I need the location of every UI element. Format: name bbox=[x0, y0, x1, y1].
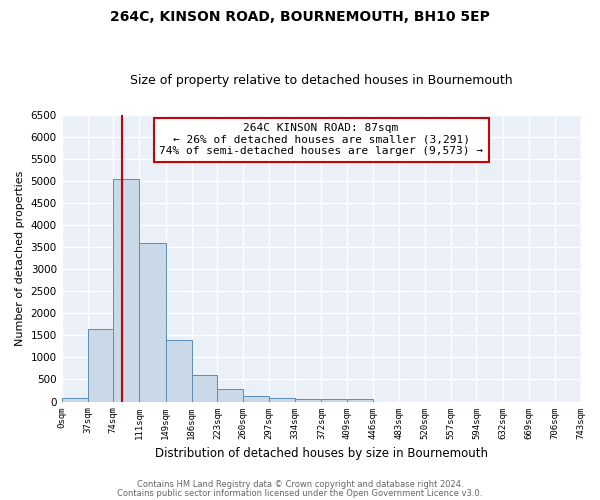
Bar bbox=[113, 178, 139, 402]
Bar bbox=[191, 375, 217, 402]
Bar bbox=[62, 398, 88, 402]
Bar bbox=[166, 340, 191, 402]
Bar bbox=[217, 389, 243, 402]
Y-axis label: Number of detached properties: Number of detached properties bbox=[15, 170, 25, 346]
Bar bbox=[295, 400, 322, 402]
Bar bbox=[347, 400, 373, 402]
Bar bbox=[139, 242, 166, 402]
Title: Size of property relative to detached houses in Bournemouth: Size of property relative to detached ho… bbox=[130, 74, 512, 87]
Text: 264C, KINSON ROAD, BOURNEMOUTH, BH10 5EP: 264C, KINSON ROAD, BOURNEMOUTH, BH10 5EP bbox=[110, 10, 490, 24]
Bar bbox=[269, 398, 295, 402]
Bar bbox=[88, 328, 113, 402]
Text: Contains HM Land Registry data © Crown copyright and database right 2024.: Contains HM Land Registry data © Crown c… bbox=[137, 480, 463, 489]
Bar bbox=[243, 396, 269, 402]
X-axis label: Distribution of detached houses by size in Bournemouth: Distribution of detached houses by size … bbox=[155, 447, 488, 460]
Text: Contains public sector information licensed under the Open Government Licence v3: Contains public sector information licen… bbox=[118, 489, 482, 498]
Text: 264C KINSON ROAD: 87sqm
← 26% of detached houses are smaller (3,291)
74% of semi: 264C KINSON ROAD: 87sqm ← 26% of detache… bbox=[159, 123, 483, 156]
Bar bbox=[322, 400, 347, 402]
